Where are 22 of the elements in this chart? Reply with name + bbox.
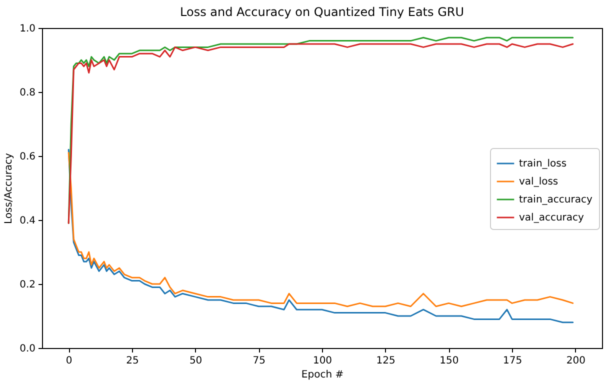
x-tick-label: 100 [312, 356, 332, 366]
y-tick-label: 0.2 [20, 280, 36, 290]
x-tick-label: 0 [66, 356, 72, 366]
legend-label: val_accuracy [519, 212, 584, 224]
y-tick-label: 0.0 [20, 344, 36, 354]
x-axis-title: Epoch # [301, 370, 344, 380]
y-axis-title: Loss/Accuracy [4, 152, 15, 224]
y-tick-label: 0.4 [20, 216, 36, 226]
x-tick-label: 25 [126, 356, 139, 366]
y-tick-label: 0.6 [20, 152, 36, 162]
x-tick-label: 75 [252, 356, 266, 366]
legend-label: train_accuracy [519, 194, 592, 206]
x-tick-label: 150 [440, 356, 459, 366]
legend-label: train_loss [519, 158, 567, 170]
x-tick-label: 50 [189, 356, 202, 366]
y-tick-label: 0.8 [20, 88, 36, 98]
x-tick-label: 200 [566, 356, 586, 366]
legend-label: val_loss [519, 176, 558, 188]
chart-title: Loss and Accuracy on Quantized Tiny Eats GRU [180, 5, 464, 19]
x-tick-label: 175 [503, 356, 522, 366]
y-tick-label: 1.0 [20, 24, 36, 34]
x-tick-label: 125 [376, 356, 396, 366]
